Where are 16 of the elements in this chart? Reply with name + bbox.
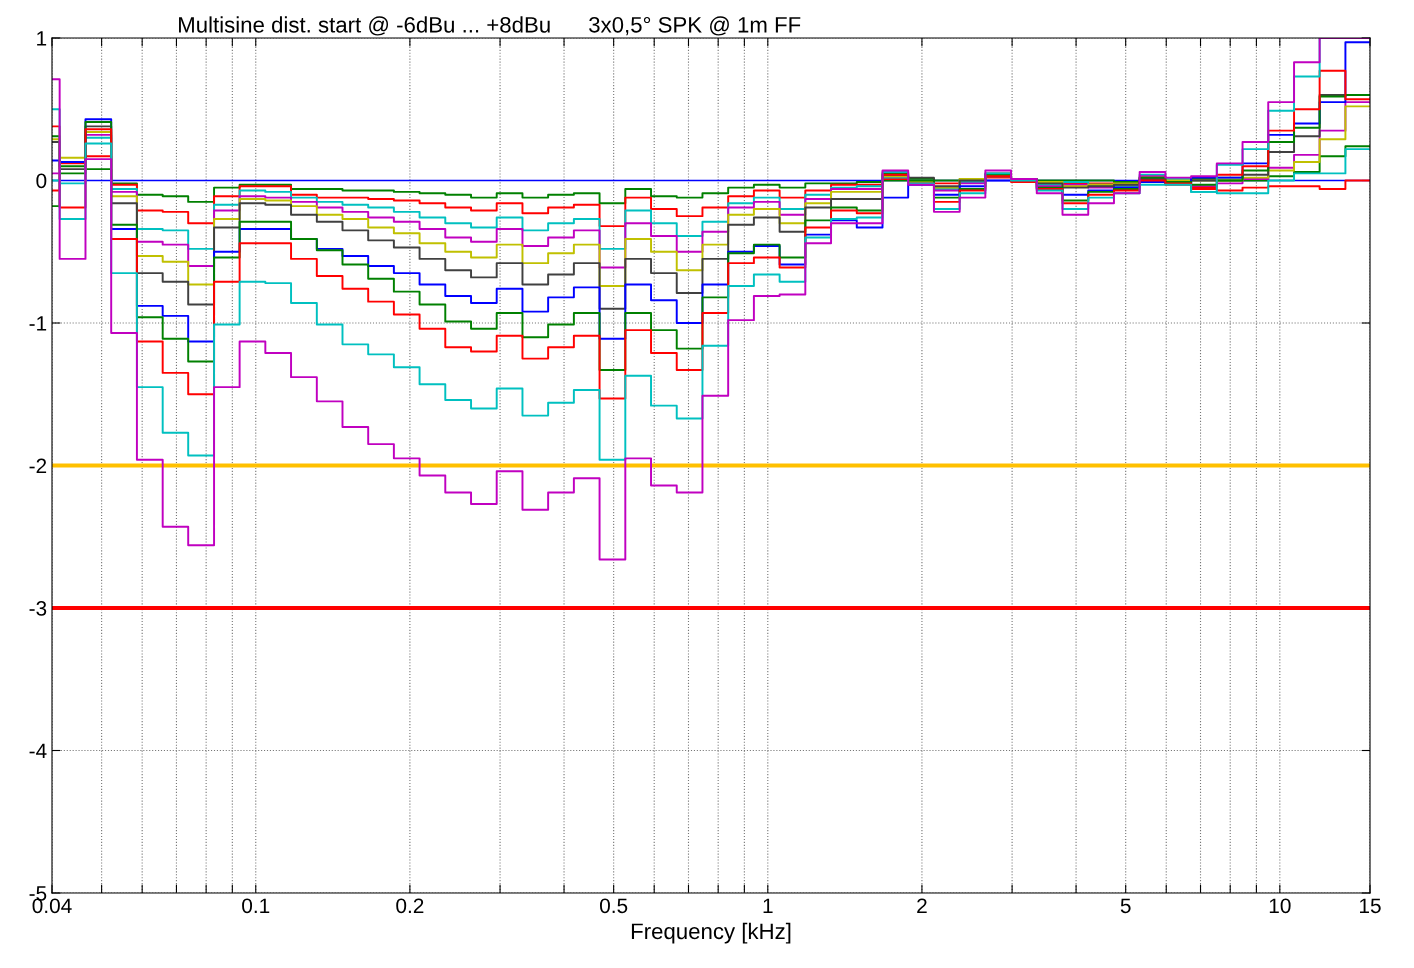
x-tick-label: 0.1 (242, 898, 270, 914)
y-tick-label: -1 (29, 316, 47, 331)
chart-title: Multisine dist. start @ -6dBu ... +8dBu 3x0,5° SPK @ 1m FF (179, 16, 801, 36)
x-tick-label: 15 (1360, 898, 1381, 914)
y-tick-label: 1 (37, 31, 47, 46)
x-tick-label: 1 (763, 898, 773, 913)
y-tick-label: 0 (36, 173, 47, 189)
y-tick-label: -4 (29, 743, 47, 759)
y-tick-label: -2 (29, 458, 47, 474)
y-tick-label: -3 (29, 601, 47, 616)
x-axis-title: Frequency [kHz] (631, 922, 791, 944)
x-tick-label: 0.5 (599, 898, 628, 914)
x-tick-label: 0.2 (396, 898, 424, 914)
x-tick-label: 5 (1120, 898, 1131, 914)
x-tick-label: 10 (1269, 898, 1291, 914)
x-tick-label: 2 (917, 898, 927, 913)
